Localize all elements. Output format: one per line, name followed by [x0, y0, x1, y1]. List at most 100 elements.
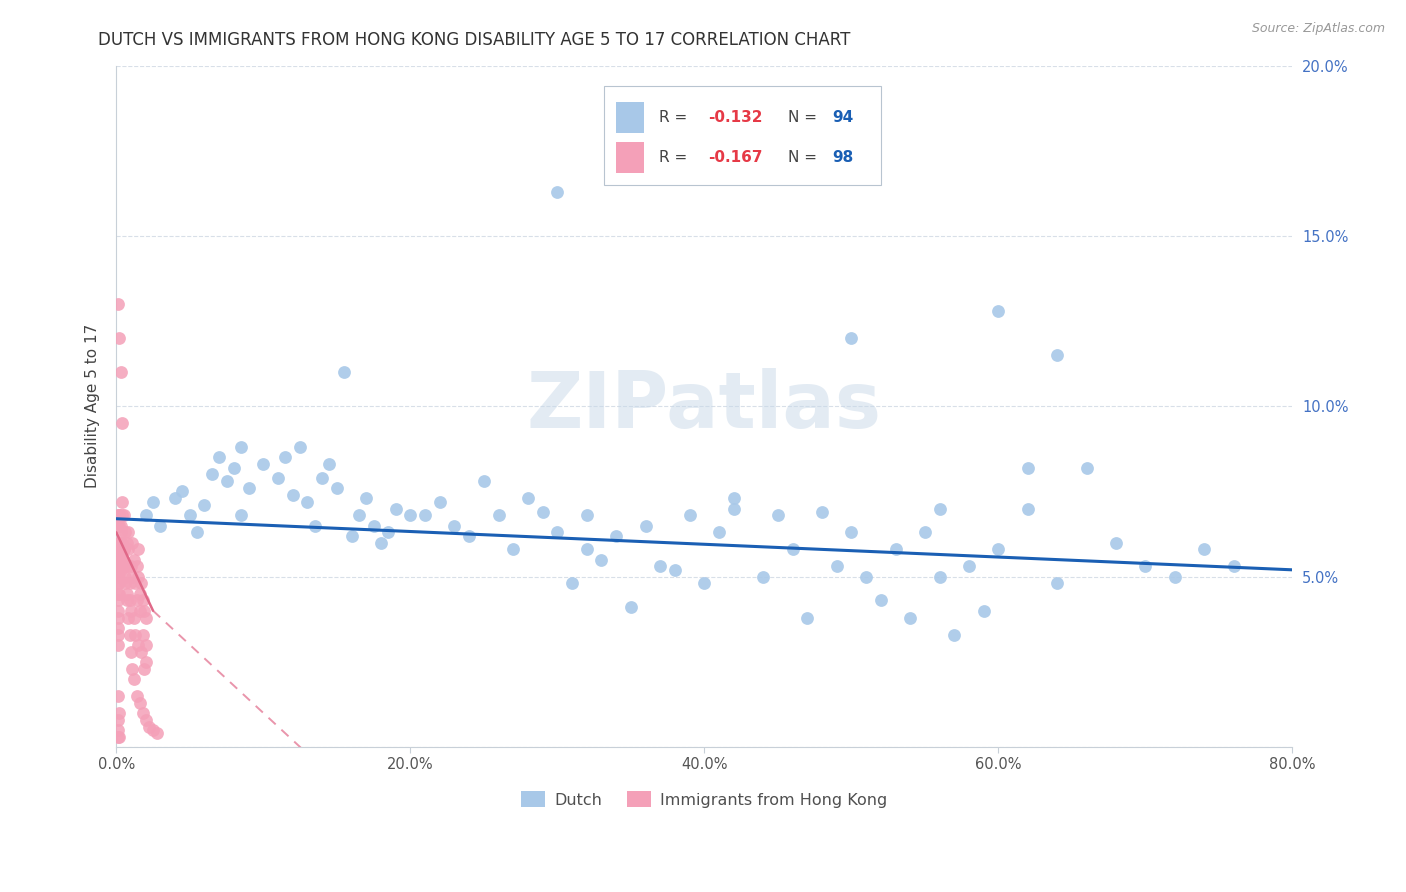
Point	[115, 587, 138, 601]
Text: Source: ZipAtlas.com: Source: ZipAtlas.com	[1251, 22, 1385, 36]
Point	[516, 491, 538, 506]
Point	[443, 518, 465, 533]
Point	[252, 457, 274, 471]
Point	[114, 576, 136, 591]
Point	[1135, 559, 1157, 574]
Point	[318, 457, 340, 471]
Point	[107, 627, 129, 641]
Point	[1076, 460, 1098, 475]
Point	[591, 552, 613, 566]
Point	[108, 542, 131, 557]
Point	[108, 331, 131, 345]
Point	[138, 720, 160, 734]
Point	[107, 604, 129, 618]
Point	[186, 525, 208, 540]
Point	[811, 505, 834, 519]
Point	[679, 508, 702, 523]
Point	[111, 552, 134, 566]
Point	[111, 535, 134, 549]
Point	[115, 535, 138, 549]
Bar	[616, 142, 644, 172]
Point	[107, 552, 129, 566]
Text: N =: N =	[787, 150, 821, 165]
Point	[914, 525, 936, 540]
Point	[135, 655, 157, 669]
Point	[723, 491, 745, 506]
Point	[347, 508, 370, 523]
Point	[201, 467, 224, 482]
Point	[377, 525, 399, 540]
Point	[575, 542, 598, 557]
Y-axis label: Disability Age 5 to 17: Disability Age 5 to 17	[86, 324, 100, 489]
Point	[825, 559, 848, 574]
Point	[125, 689, 148, 703]
Point	[107, 621, 129, 635]
Point	[238, 481, 260, 495]
Point	[928, 569, 950, 583]
Point	[546, 525, 568, 540]
Point	[122, 552, 145, 566]
Point	[135, 508, 157, 523]
Point	[943, 627, 966, 641]
Point	[107, 535, 129, 549]
Point	[127, 542, 149, 557]
Point	[111, 552, 134, 566]
Point	[841, 331, 863, 345]
Point	[108, 563, 131, 577]
Point	[110, 535, 132, 549]
Point	[928, 501, 950, 516]
Point	[112, 508, 135, 523]
Point	[179, 508, 201, 523]
Point	[472, 475, 495, 489]
Point	[429, 494, 451, 508]
Point	[110, 518, 132, 533]
Point	[117, 610, 139, 624]
Point	[135, 638, 157, 652]
Point	[111, 417, 134, 431]
Text: R =: R =	[658, 150, 692, 165]
Point	[108, 518, 131, 533]
Point	[107, 730, 129, 744]
Point	[107, 563, 129, 577]
Point	[1046, 576, 1069, 591]
Point	[363, 518, 385, 533]
Point	[107, 508, 129, 523]
Point	[115, 593, 138, 607]
Point	[1164, 569, 1187, 583]
Bar	[616, 103, 644, 133]
Point	[575, 508, 598, 523]
Point	[112, 559, 135, 574]
Point	[118, 576, 141, 591]
Point	[650, 559, 672, 574]
Point	[304, 518, 326, 533]
Point	[281, 488, 304, 502]
Point	[605, 529, 627, 543]
Point	[987, 304, 1010, 318]
Point	[108, 569, 131, 583]
Point	[121, 535, 143, 549]
Text: N =: N =	[787, 110, 821, 125]
Point	[884, 542, 907, 557]
Point	[107, 593, 129, 607]
Point	[108, 508, 131, 523]
Point	[222, 460, 245, 475]
Point	[987, 542, 1010, 557]
Point	[120, 559, 142, 574]
Point	[118, 627, 141, 641]
Point	[107, 723, 129, 737]
Point	[973, 604, 995, 618]
Point	[107, 542, 129, 557]
Point	[231, 440, 253, 454]
Point	[370, 535, 392, 549]
Point	[120, 604, 142, 618]
Point	[120, 644, 142, 658]
Point	[149, 518, 172, 533]
Point	[561, 576, 583, 591]
Text: ZIPatlas: ZIPatlas	[527, 368, 882, 444]
Point	[354, 491, 377, 506]
Point	[127, 638, 149, 652]
Point	[502, 542, 524, 557]
Point	[693, 161, 716, 175]
Point	[134, 604, 156, 618]
Point	[215, 475, 238, 489]
